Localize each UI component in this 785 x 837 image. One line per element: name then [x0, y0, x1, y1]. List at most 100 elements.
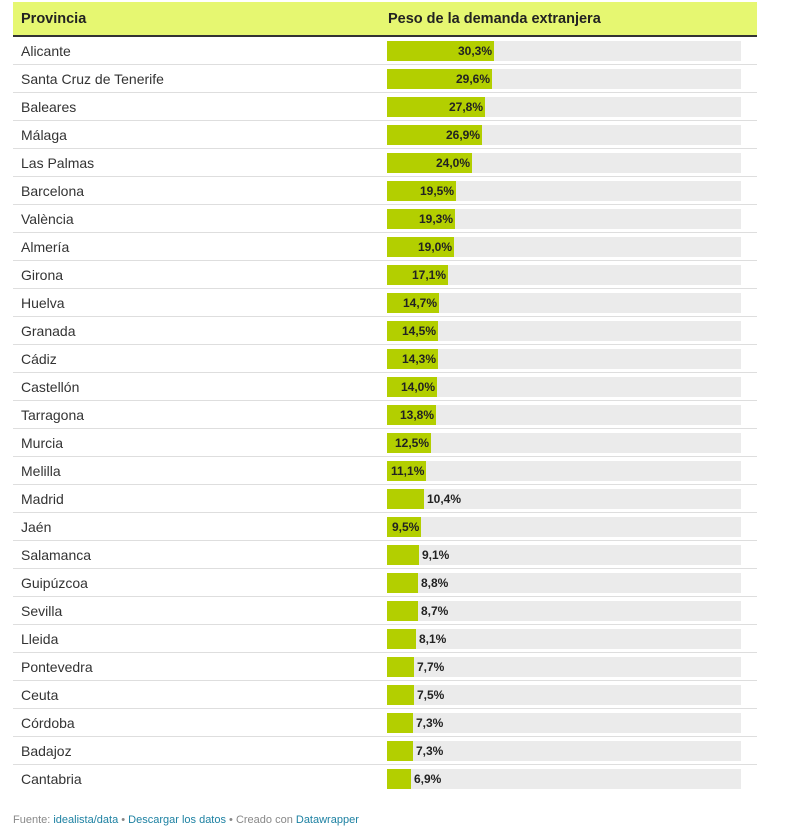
table-row: Guipúzcoa 8,8%	[13, 569, 757, 597]
bar-track: 11,1%	[387, 461, 741, 481]
province-name: Jaén	[21, 519, 52, 535]
footer-separator: •	[118, 814, 129, 826]
value-label: 7,5%	[417, 688, 445, 702]
value-label: 14,0%	[401, 380, 436, 394]
value-label: 26,9%	[446, 128, 481, 142]
province-name: Baleares	[21, 99, 77, 115]
table-row: Madrid 10,4%	[13, 485, 757, 513]
value-label: 8,8%	[421, 576, 449, 590]
province-name: Ceuta	[21, 687, 59, 703]
bar-track: 30,3%	[387, 41, 741, 61]
table-header: Provincia Peso de la demanda extranjera	[13, 2, 757, 37]
province-name: Huelva	[21, 295, 65, 311]
bar-fill	[387, 713, 413, 733]
province-name: Badajoz	[21, 743, 72, 759]
bar-fill	[387, 209, 455, 229]
bar-track: 24,0%	[387, 153, 741, 173]
bar-fill	[387, 629, 416, 649]
table-row: Huelva 14,7%	[13, 289, 757, 317]
value-label: 9,5%	[392, 520, 420, 534]
bar-fill	[387, 741, 413, 761]
value-label: 11,1%	[391, 464, 425, 478]
province-name: Madrid	[21, 491, 64, 507]
value-label: 14,7%	[403, 296, 438, 310]
table-row: Las Palmas 24,0%	[13, 149, 757, 177]
table-row: Jaén 9,5%	[13, 513, 757, 541]
bar-track: 14,5%	[387, 321, 741, 341]
bar-fill	[387, 181, 456, 201]
table-row: Málaga 26,9%	[13, 121, 757, 149]
column-header-provincia[interactable]: Provincia	[21, 11, 87, 27]
province-name: Pontevedra	[21, 659, 93, 675]
province-name: Alicante	[21, 43, 71, 59]
bar-fill	[387, 377, 437, 397]
table-row: Badajoz 7,3%	[13, 737, 757, 765]
table-row: Córdoba 7,3%	[13, 709, 757, 737]
bar-track: 7,3%	[387, 741, 741, 761]
source-link[interactable]: idealista/data	[53, 814, 119, 826]
datawrapper-link[interactable]: Datawrapper	[295, 814, 359, 826]
bar-fill	[387, 657, 414, 677]
value-label: 12,5%	[395, 436, 430, 450]
bar-track: 19,3%	[387, 209, 741, 229]
table-row: Tarragona 13,8%	[13, 401, 757, 429]
bar-track: 19,5%	[387, 181, 741, 201]
value-label: 24,0%	[436, 156, 471, 170]
bar-track: 14,0%	[387, 377, 741, 397]
province-name: Cantabria	[21, 771, 82, 787]
value-label: 27,8%	[449, 100, 484, 114]
province-name: València	[21, 211, 74, 227]
value-label: 6,9%	[414, 772, 442, 786]
created-with-text: • Creado con	[225, 814, 296, 826]
bar-fill	[387, 461, 426, 481]
bar-track: 7,5%	[387, 685, 741, 705]
province-name: Málaga	[21, 127, 67, 143]
table-row: Santa Cruz de Tenerife 29,6%	[13, 65, 757, 93]
bar-fill	[387, 237, 454, 257]
table-row: Cádiz 14,3%	[13, 345, 757, 373]
bar-fill	[387, 433, 431, 453]
bar-track: 9,5%	[387, 517, 741, 537]
bar-track: 27,8%	[387, 97, 741, 117]
bar-fill	[387, 685, 414, 705]
province-name: Santa Cruz de Tenerife	[21, 71, 164, 87]
bar-fill	[387, 293, 439, 313]
province-name: Córdoba	[21, 715, 75, 731]
province-name: Almería	[21, 239, 70, 255]
province-name: Girona	[21, 267, 64, 283]
value-label: 13,8%	[400, 408, 435, 422]
table-row: Murcia 12,5%	[13, 429, 757, 457]
table-row: Castellón 14,0%	[13, 373, 757, 401]
table-row: Sevilla 8,7%	[13, 597, 757, 625]
province-name: Castellón	[21, 379, 80, 395]
province-name: Murcia	[21, 435, 64, 451]
table-row: Alicante 30,3%	[13, 37, 757, 65]
bar-track: 7,7%	[387, 657, 741, 677]
value-label: 14,3%	[402, 352, 437, 366]
value-label: 7,3%	[416, 744, 444, 758]
bar-track: 10,4%	[387, 489, 741, 509]
bar-fill	[387, 601, 418, 621]
bar-track: 26,9%	[387, 125, 741, 145]
column-header-peso[interactable]: Peso de la demanda extranjera	[388, 11, 601, 27]
province-name: Barcelona	[21, 183, 85, 199]
province-name: Sevilla	[21, 603, 63, 619]
value-label: 10,4%	[427, 492, 462, 506]
bar-track: 29,6%	[387, 69, 741, 89]
value-label: 19,0%	[418, 240, 453, 254]
province-name: Las Palmas	[21, 155, 95, 171]
table-row: Melilla 11,1%	[13, 457, 757, 485]
bar-fill	[387, 489, 424, 509]
value-label: 17,1%	[412, 268, 447, 282]
bar-fill	[387, 573, 418, 593]
bar-track: 8,8%	[387, 573, 741, 593]
bar-fill	[387, 97, 485, 117]
source-prefix: Fuente:	[13, 814, 54, 826]
value-label: 19,5%	[420, 184, 455, 198]
download-data-link[interactable]: Descargar los datos	[128, 814, 226, 826]
province-name: Granada	[21, 323, 76, 339]
province-name: Cádiz	[21, 351, 57, 367]
table-row: Baleares 27,8%	[13, 93, 757, 121]
table-row: Almería 19,0%	[13, 233, 757, 261]
bar-fill	[387, 321, 438, 341]
